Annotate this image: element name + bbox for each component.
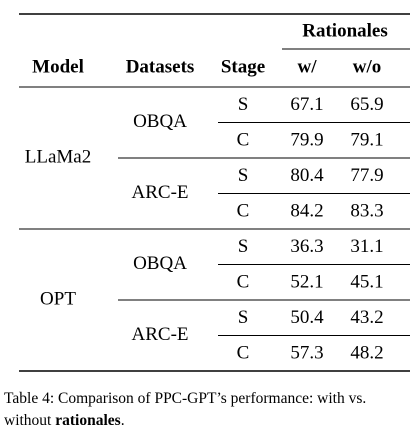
dataset-cell: OBQA (133, 253, 187, 274)
dataset-cell: ARC-E (132, 324, 189, 345)
stage-cell: S (238, 165, 249, 186)
group-header: Rationales (302, 20, 388, 41)
value-cell: 79.9 (290, 130, 323, 151)
value-cell: 65.9 (350, 94, 383, 115)
stage-cell: S (238, 94, 249, 115)
stage-cell: S (238, 307, 249, 328)
model-cell: OPT (40, 288, 76, 309)
column-header: Datasets (126, 56, 195, 77)
value-cell: 80.4 (290, 165, 324, 186)
column-header: Model (32, 56, 84, 77)
value-cell: 31.1 (350, 236, 383, 257)
model-cell: LLaMa2 (25, 146, 91, 167)
caption-text: . (120, 412, 125, 429)
dataset-cell: OBQA (133, 111, 187, 132)
value-cell: 84.2 (290, 201, 323, 222)
column-header: Stage (221, 56, 265, 77)
stage-cell: C (237, 343, 250, 364)
value-cell: 57.3 (290, 343, 323, 364)
value-cell: 50.4 (290, 307, 324, 328)
column-header: w/ (298, 56, 318, 77)
value-cell: 77.9 (350, 165, 383, 186)
stage-cell: C (237, 201, 250, 222)
stage-cell: S (238, 236, 249, 257)
value-cell: 45.1 (350, 272, 383, 293)
value-cell: 52.1 (290, 272, 323, 293)
value-cell: 83.3 (350, 201, 383, 222)
value-cell: 67.1 (290, 94, 323, 115)
stage-cell: C (237, 130, 250, 151)
value-cell: 43.2 (350, 307, 383, 328)
value-cell: 36.3 (290, 236, 323, 257)
caption-text: Table 4: Comparison of PPC-GPT’s perform… (4, 390, 367, 429)
value-cell: 79.1 (350, 130, 383, 151)
dataset-cell: ARC-E (132, 182, 189, 203)
stage-cell: C (237, 272, 250, 293)
caption-bold: rationales (55, 412, 121, 429)
table: Rationales Model Datasets Stage w/ w/o L… (19, 13, 410, 372)
column-header: w/o (353, 56, 382, 77)
value-cell: 48.2 (350, 343, 383, 364)
caption: Table 4: Comparison of PPC-GPT’s perform… (4, 388, 416, 432)
